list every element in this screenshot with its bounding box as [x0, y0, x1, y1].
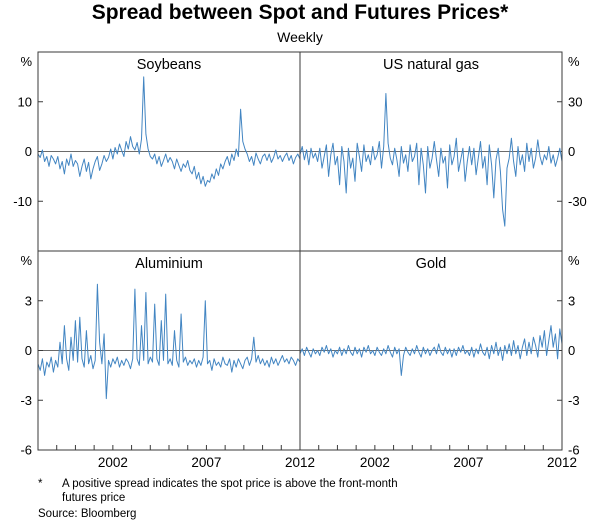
- panel-title: Aluminium: [135, 256, 203, 272]
- x-tick-label: 2012: [547, 455, 577, 470]
- y-tick-label: -3: [568, 393, 580, 408]
- series-gold: [299, 325, 563, 376]
- y-tick-label: -10: [13, 194, 32, 209]
- footnote-line1: A positive spread indicates the spot pri…: [62, 478, 398, 490]
- source-line: Source: Bloomberg: [38, 508, 137, 520]
- y-tick-label: -3: [20, 393, 32, 408]
- x-tick-label: 2007: [453, 455, 483, 470]
- y-tick-label: 3: [25, 293, 32, 308]
- x-tick-label: 2007: [191, 455, 221, 470]
- panel-soybeans: 10 0 -10% Soybeans: [13, 54, 301, 209]
- series-aluminium: [37, 283, 301, 400]
- footnote-marker: *: [38, 478, 43, 490]
- x-tick-label: 2002: [98, 455, 128, 470]
- panel-aluminium: 3 0 -3 -6% Aluminium 2002 2007 2012: [20, 253, 315, 470]
- chart-title: Spread between Spot and Futures Prices*: [91, 1, 509, 24]
- x-tick-label: 2002: [360, 455, 390, 470]
- unit-label: %: [20, 253, 32, 268]
- y-tick-label: 0: [25, 343, 32, 358]
- y-tick-label: 3: [568, 293, 575, 308]
- footnote-text: A positive spread indicates the spot pri…: [62, 477, 398, 505]
- footnote-line2: futures price: [62, 492, 126, 504]
- y-tick-label: 0: [25, 144, 32, 159]
- series-us-natural-gas: [299, 93, 563, 227]
- y-tick-label: -6: [20, 443, 32, 458]
- x-tick-label: 2012: [285, 455, 315, 470]
- chart-canvas: 10 0 -10% Soybeans 30 0 -30% US natural gas 3 0 -3…: [0, 48, 600, 473]
- unit-label: %: [20, 54, 32, 69]
- y-tick-label: 30: [568, 94, 582, 109]
- chart-subtitle: Weekly: [277, 29, 323, 45]
- footnote: * A positive spread indicates the spot p…: [38, 477, 398, 505]
- y-tick-label: -30: [568, 194, 587, 209]
- panel-title: Gold: [416, 256, 447, 272]
- series-soybeans: [37, 76, 301, 187]
- unit-label: %: [568, 54, 580, 69]
- y-tick-label: 0: [568, 144, 575, 159]
- panel-gold: 3 0 -3 -6% Gold 2002 2007 2012: [299, 253, 580, 470]
- panel-title: US natural gas: [383, 57, 479, 73]
- unit-label: %: [568, 253, 580, 268]
- y-tick-label: -6: [568, 443, 580, 458]
- y-tick-label: 10: [18, 94, 32, 109]
- y-tick-label: 0: [568, 343, 575, 358]
- panel-title: Soybeans: [137, 57, 202, 73]
- panel-us-natural-gas: 30 0 -30% US natural gas: [299, 54, 587, 227]
